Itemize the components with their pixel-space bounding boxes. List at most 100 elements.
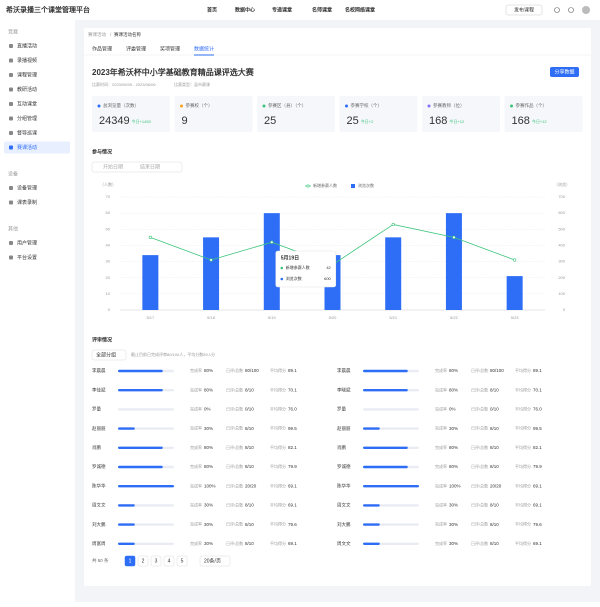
progress-fill — [118, 485, 174, 488]
avg-label: 平均得分 — [515, 482, 531, 488]
done-label: 已评/总数 — [471, 521, 488, 527]
y2-tick-label: 500 — [558, 226, 565, 231]
publish-button[interactable] — [505, 4, 543, 16]
sidebar-item: 分组管理 — [17, 115, 37, 122]
avg-label: 平均得分 — [270, 425, 286, 431]
done: 0/10 — [245, 407, 254, 412]
rate: 30% — [449, 426, 458, 431]
reviewer-name: 罗量 — [337, 406, 346, 413]
tooltip-dot — [280, 277, 284, 281]
page-button[interactable] — [163, 555, 175, 567]
rate-label: 完成率 — [190, 405, 202, 411]
nav-item: 名校网络课堂 — [345, 6, 375, 13]
stat-card — [174, 96, 253, 132]
y2-tick-label: 200 — [558, 275, 565, 280]
avg-label: 平均得分 — [515, 521, 531, 527]
sidebar-item: 设备管理 — [17, 184, 37, 191]
stat-label: 参赛学校（个） — [351, 102, 383, 109]
page-size[interactable] — [199, 555, 231, 567]
y2-tick-label: 400 — [558, 242, 565, 247]
sidebar-item: 互动课堂 — [17, 100, 37, 107]
sidebar-heading: 其他 — [8, 225, 18, 232]
reviewer-name: 周文文 — [92, 502, 106, 509]
progress-fill — [118, 542, 135, 545]
page-button[interactable] — [150, 555, 162, 567]
progress-fill — [363, 542, 380, 545]
stat-dot — [97, 104, 101, 108]
rate: 80% — [449, 387, 458, 392]
bar — [385, 237, 402, 310]
page-button[interactable] — [124, 555, 136, 567]
bar — [445, 213, 462, 310]
stat-delta: 今日+12 — [449, 118, 465, 124]
bar — [203, 237, 220, 310]
tooltip-title: 5月19日 — [281, 254, 299, 261]
y2-tick-label: 300 — [558, 259, 565, 264]
reviewer-name: 周富周 — [92, 540, 106, 547]
stat-dot — [427, 104, 431, 108]
y-tick-label: 20 — [106, 275, 111, 280]
tooltip-value: 600 — [324, 276, 331, 281]
y-tick-label: 70 — [106, 194, 111, 199]
tooltip-label: 新增参赛人数 — [286, 264, 310, 270]
stat-dot — [180, 104, 183, 108]
done-label: 已评/总数 — [226, 405, 243, 411]
avg-label: 平均得分 — [515, 405, 531, 411]
done-label: 已评/总数 — [226, 386, 243, 392]
rate-label: 完成率 — [435, 540, 447, 546]
avatar — [582, 6, 590, 14]
bar — [506, 276, 523, 310]
avg: 70.1 — [288, 387, 297, 392]
sidebar-item: 用户管理 — [17, 239, 37, 246]
breadcrumb-sep: / — [110, 32, 112, 37]
group-filter[interactable] — [91, 349, 127, 361]
search-icon — [554, 7, 560, 13]
y2-tick-label: 0 — [563, 307, 566, 312]
y-tick-label: 10 — [106, 291, 111, 296]
stat-value: 25 — [347, 115, 359, 127]
page-number: 2 — [142, 558, 145, 564]
contest-info: 比赛时间：2023/05/05 - 2023/06/06 — [92, 81, 156, 87]
done: 80/100 — [490, 368, 504, 373]
rate: 100% — [449, 483, 461, 488]
publish-button-label: 发布课程 — [514, 6, 534, 13]
bell-icon — [568, 7, 574, 13]
page-button[interactable] — [137, 555, 149, 567]
contest-info: 比赛类型：县市赛课 — [174, 81, 210, 87]
sidebar-icon — [9, 87, 13, 92]
rate-label: 完成率 — [190, 540, 202, 546]
done: 8/10 — [245, 464, 254, 469]
legend-dot — [306, 184, 310, 188]
rate-label: 完成率 — [435, 444, 447, 450]
avg: 76.0 — [533, 407, 542, 412]
review-note: 截止目前已完成评审80/100人，平均分数89.1分 — [131, 351, 215, 357]
reviewer-name: 李晨晨 — [92, 367, 106, 374]
page-button[interactable] — [176, 555, 188, 567]
y2-tick-label: 100 — [558, 291, 565, 296]
tooltip-label: 浏览次数 — [286, 275, 302, 281]
stat-delta: 今日+2 — [361, 118, 374, 124]
y-tick-label: 60 — [106, 210, 111, 215]
progress-fill — [363, 427, 380, 430]
sidebar-icon — [9, 102, 13, 106]
rate-label: 完成率 — [190, 386, 202, 392]
share-button[interactable] — [550, 67, 579, 77]
done-label: 已评/总数 — [471, 482, 488, 488]
avg: 79.9 — [533, 464, 542, 469]
date-range[interactable] — [91, 161, 183, 173]
sidebar-icon — [9, 44, 13, 48]
done: 8/10 — [490, 426, 499, 431]
avg: 69.1 — [533, 503, 542, 508]
x-tick-label: 5/19 — [268, 315, 277, 320]
sidebar-heading: 设备 — [8, 170, 18, 177]
done-label: 已评/总数 — [471, 501, 488, 507]
progress-fill — [118, 523, 135, 526]
avg: 79.9 — [288, 464, 297, 469]
avg: 89.1 — [533, 368, 542, 373]
rate-label: 完成率 — [190, 501, 202, 507]
sidebar — [0, 20, 75, 602]
done-label: 已评/总数 — [226, 367, 243, 373]
done: 0/10 — [490, 407, 499, 412]
progress-fill — [363, 504, 380, 507]
